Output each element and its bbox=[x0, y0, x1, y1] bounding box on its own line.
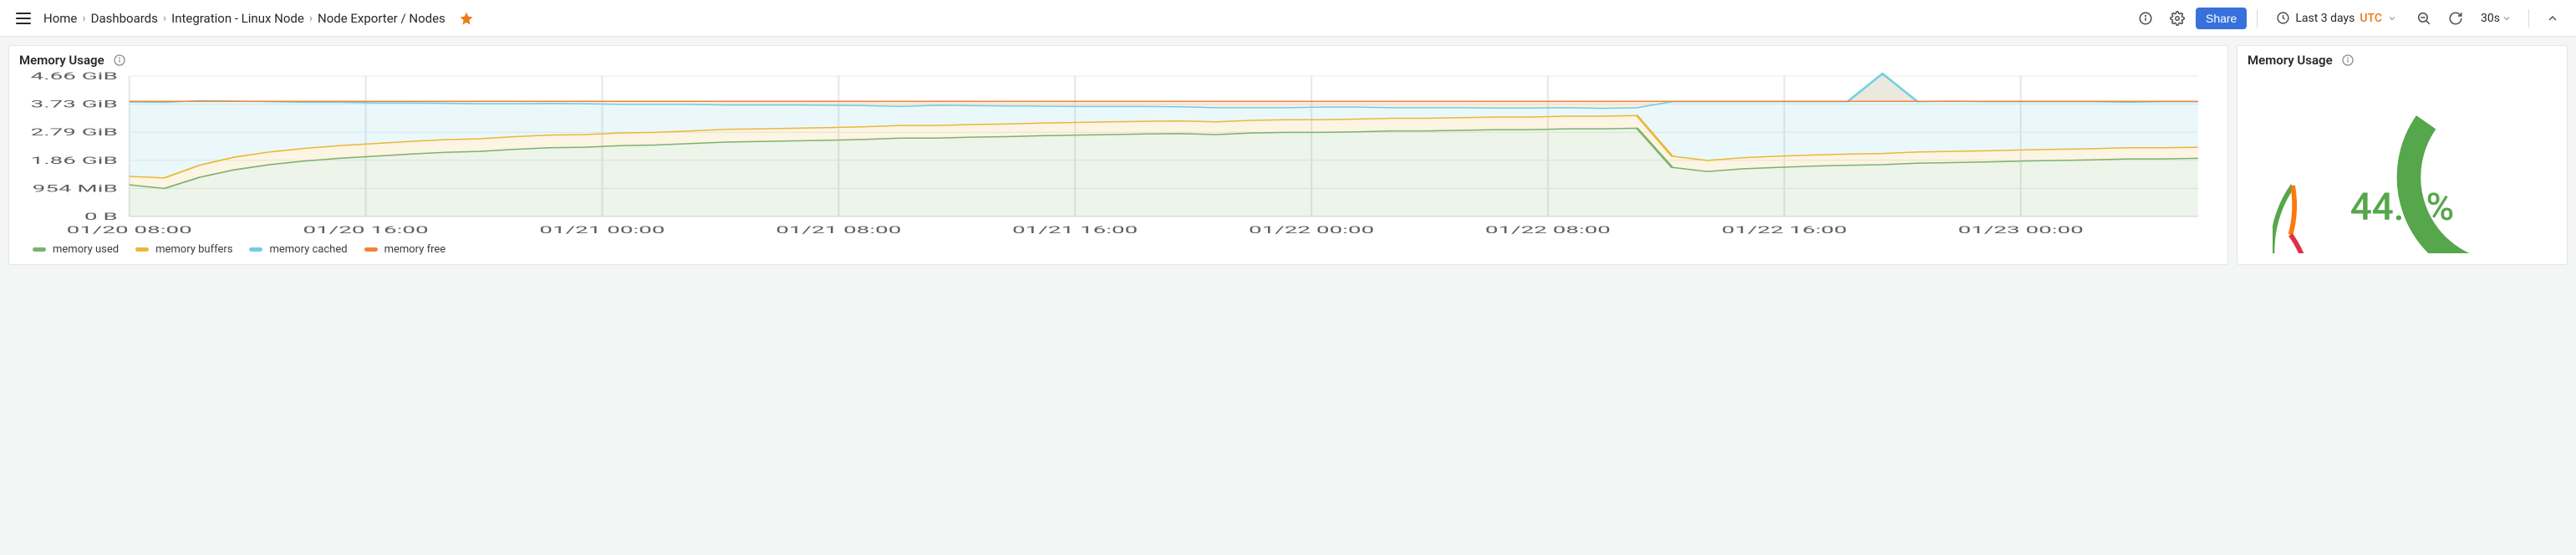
memory-usage-gauge-panel: Memory Usage 44.2% bbox=[2237, 45, 2568, 265]
svg-text:01/22 00:00: 01/22 00:00 bbox=[1249, 224, 1374, 236]
chevron-up-icon bbox=[2546, 12, 2559, 25]
gauge-plot-area[interactable]: 44.2% bbox=[2237, 71, 2567, 264]
chevron-right-icon: › bbox=[82, 12, 85, 25]
chevron-right-icon: › bbox=[163, 12, 166, 25]
time-range-picker[interactable]: Last 3 days UTC bbox=[2268, 8, 2405, 28]
svg-text:01/21 16:00: 01/21 16:00 bbox=[1012, 224, 1138, 236]
legend-item[interactable]: memory used bbox=[33, 243, 119, 256]
panel-title: Memory Usage bbox=[19, 53, 104, 68]
legend-label: memory cached bbox=[269, 243, 347, 256]
timezone-label: UTC bbox=[2360, 12, 2382, 25]
info-icon bbox=[113, 53, 126, 67]
settings-button[interactable] bbox=[2164, 5, 2191, 32]
legend-item[interactable]: memory free bbox=[364, 243, 446, 256]
svg-text:954 MiB: 954 MiB bbox=[33, 183, 118, 195]
svg-text:0 B: 0 B bbox=[84, 211, 118, 222]
svg-text:01/23 00:00: 01/23 00:00 bbox=[1958, 224, 2084, 236]
breadcrumb-current[interactable]: Node Exporter / Nodes bbox=[318, 11, 445, 26]
breadcrumb: Home › Dashboards › Integration - Linux … bbox=[43, 11, 474, 26]
info-icon bbox=[2341, 53, 2355, 67]
svg-text:3.73 GiB: 3.73 GiB bbox=[31, 99, 118, 110]
menu-button[interactable] bbox=[10, 5, 37, 32]
panel-info-button[interactable] bbox=[2341, 53, 2355, 67]
svg-text:01/22 08:00: 01/22 08:00 bbox=[1485, 224, 1611, 236]
panels-row: Memory Usage 0 B 954 MiB 1.86 GiB 2.79 GiB 3… bbox=[0, 37, 2576, 267]
memory-usage-chart-panel: Memory Usage 0 B 954 MiB 1.86 GiB 2.79 GiB 3… bbox=[8, 45, 2228, 265]
legend-swatch bbox=[33, 247, 46, 252]
collapse-row-button[interactable] bbox=[2539, 5, 2566, 32]
svg-text:01/21 08:00: 01/21 08:00 bbox=[776, 224, 901, 236]
svg-text:01/20 08:00: 01/20 08:00 bbox=[67, 224, 192, 236]
refresh-button[interactable] bbox=[2442, 5, 2469, 32]
next-section-header[interactable]: Disk bbox=[0, 267, 2576, 292]
share-button[interactable]: Share bbox=[2196, 8, 2247, 29]
legend-item[interactable]: memory cached bbox=[249, 243, 347, 256]
legend-item[interactable]: memory buffers bbox=[135, 243, 232, 256]
refresh-icon bbox=[2448, 11, 2463, 26]
panel-header[interactable]: Memory Usage bbox=[2237, 46, 2567, 71]
breadcrumb-folder[interactable]: Integration - Linux Node bbox=[171, 11, 304, 26]
gear-icon bbox=[2170, 11, 2185, 26]
chevron-down-icon bbox=[2502, 13, 2512, 23]
panel-title: Memory Usage bbox=[2248, 53, 2333, 68]
svg-text:2.79 GiB: 2.79 GiB bbox=[31, 127, 118, 139]
svg-text:1.86 GiB: 1.86 GiB bbox=[31, 155, 118, 166]
star-filled-icon bbox=[459, 11, 474, 26]
legend-label: memory buffers bbox=[155, 243, 232, 256]
legend-label: memory free bbox=[384, 243, 446, 256]
panel-info-button[interactable] bbox=[113, 53, 126, 67]
svg-text:44.2%: 44.2% bbox=[2350, 185, 2455, 229]
refresh-interval-label: 30s bbox=[2481, 12, 2500, 25]
legend-label: memory used bbox=[53, 243, 119, 256]
zoom-out-icon bbox=[2416, 11, 2431, 26]
chart-plot-area[interactable]: 0 B 954 MiB 1.86 GiB 2.79 GiB 3.73 GiB 4.66 G… bbox=[9, 71, 2227, 238]
top-actions: Share Last 3 days UTC 30s bbox=[2132, 5, 2566, 32]
time-range-label: Last 3 days bbox=[2295, 12, 2355, 25]
legend-swatch bbox=[135, 247, 149, 252]
top-bar: Home › Dashboards › Integration - Linux … bbox=[0, 0, 2576, 37]
chevron-down-icon bbox=[2387, 13, 2397, 23]
hamburger-icon bbox=[15, 10, 32, 27]
divider bbox=[2528, 9, 2529, 28]
clock-icon bbox=[2276, 11, 2290, 25]
divider bbox=[2257, 9, 2258, 28]
panel-header[interactable]: Memory Usage bbox=[9, 46, 2227, 71]
refresh-interval-picker[interactable]: 30s bbox=[2474, 8, 2518, 28]
legend-swatch bbox=[364, 247, 378, 252]
svg-text:4.66 GiB: 4.66 GiB bbox=[31, 71, 118, 82]
svg-text:01/22 16:00: 01/22 16:00 bbox=[1722, 224, 1847, 236]
favorite-star-button[interactable] bbox=[459, 11, 474, 26]
zoom-out-button[interactable] bbox=[2411, 5, 2437, 32]
breadcrumb-dashboards[interactable]: Dashboards bbox=[91, 11, 158, 26]
legend-swatch bbox=[249, 247, 262, 252]
chevron-right-icon: › bbox=[309, 12, 313, 25]
info-icon bbox=[2138, 11, 2153, 26]
svg-text:01/20 16:00: 01/20 16:00 bbox=[303, 224, 429, 236]
breadcrumb-home[interactable]: Home bbox=[43, 11, 77, 26]
chart-legend: memory used memory buffers memory cached me… bbox=[9, 238, 2227, 264]
panel-info-button[interactable] bbox=[2132, 5, 2159, 32]
svg-text:01/21 00:00: 01/21 00:00 bbox=[539, 224, 664, 236]
